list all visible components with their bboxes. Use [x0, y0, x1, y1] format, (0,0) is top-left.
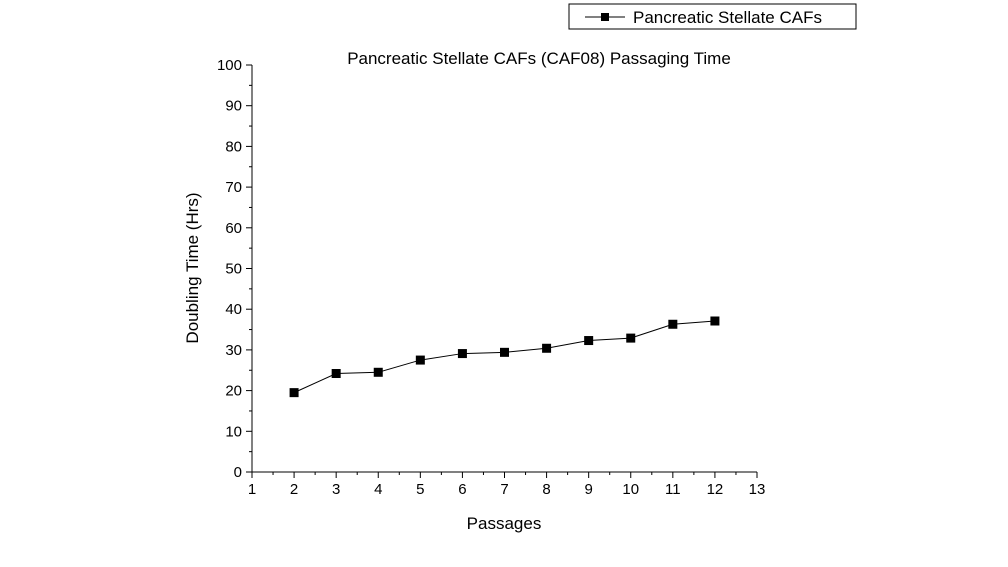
data-point: [415, 355, 425, 365]
data-point: [584, 336, 594, 346]
y-tick-label: 10: [225, 423, 242, 440]
y-tick-label: 0: [234, 464, 242, 481]
data-point: [710, 316, 720, 326]
x-tick-label: 4: [374, 481, 382, 498]
legend: Pancreatic Stellate CAFs: [568, 3, 857, 30]
y-tick-label: 40: [225, 301, 242, 318]
legend-label: Pancreatic Stellate CAFs: [633, 8, 822, 27]
data-point: [668, 319, 678, 329]
x-tick-label: 5: [416, 481, 424, 498]
x-tick-label: 8: [542, 481, 550, 498]
x-axis-label: Passages: [467, 514, 542, 533]
data-point: [500, 347, 509, 357]
x-tick-label: 10: [622, 481, 639, 498]
data-point: [542, 343, 552, 353]
x-tick-label: 3: [332, 481, 340, 498]
data-point: [289, 388, 299, 398]
x-tick-label: 12: [707, 481, 724, 498]
data-point: [373, 367, 383, 377]
x-tick-label: 13: [749, 481, 766, 498]
y-tick-label: 60: [225, 220, 242, 237]
x-tick-label: 6: [458, 481, 466, 498]
y-axis-label: Doubling Time (Hrs): [183, 192, 202, 343]
y-tick-label: 90: [225, 98, 242, 115]
y-tick-label: 80: [225, 138, 242, 155]
x-tick-label: 2: [290, 481, 298, 498]
legend-marker: [601, 13, 609, 21]
series-group: [289, 316, 720, 398]
chart-title: Pancreatic Stellate CAFs (CAF08) Passagi…: [347, 49, 731, 68]
y-tick-label: 20: [225, 383, 242, 400]
y-tick-label: 50: [225, 261, 242, 278]
x-tick-label: 11: [665, 481, 681, 498]
y-tick-label: 100: [217, 57, 242, 74]
y-tick-label: 70: [225, 179, 242, 196]
data-point: [457, 349, 467, 359]
x-tick-label: 9: [584, 481, 592, 498]
x-tick-label: 1: [248, 481, 256, 498]
x-tick-label: 7: [500, 481, 508, 498]
data-point: [626, 333, 636, 343]
data-point: [331, 369, 341, 379]
y-tick-label: 30: [225, 342, 242, 359]
